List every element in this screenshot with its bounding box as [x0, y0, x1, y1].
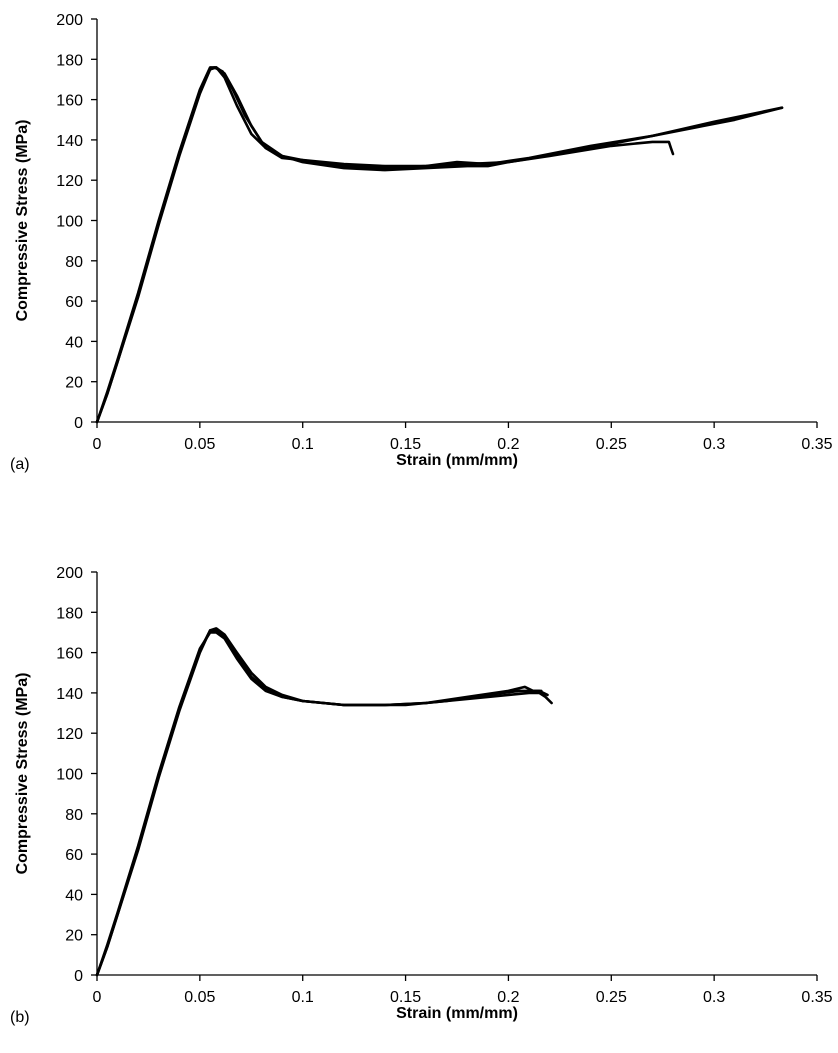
x-tick-label-b: 0 [93, 989, 102, 1006]
x-tick-label-a: 0 [93, 436, 102, 453]
x-tick-label-a: 0.15 [390, 436, 421, 453]
y-tick-label-a: 120 [56, 173, 83, 190]
y-tick-label-b: 40 [65, 887, 83, 904]
y-tick-label-a: 80 [65, 254, 83, 271]
series-line-a-3 [95, 66, 784, 424]
series-line-a-2 [95, 66, 784, 424]
chart-panel-b: 0 20 40 60 80 100 120 140 160 180 200 0 0.05 0.1 0.15 0… [10, 565, 833, 1026]
y-tick-label-b: 160 [56, 646, 83, 663]
x-tick-label-a: 0.1 [292, 436, 314, 453]
y-tick-label-b: 140 [56, 686, 83, 703]
y-tick-label-b: 100 [56, 767, 83, 784]
x-tick-label-a: 0.3 [703, 436, 725, 453]
x-axis-title-b: Strain (mm/mm) [396, 1005, 518, 1022]
y-tick-label-a: 60 [65, 294, 83, 311]
y-tick-label-a: 100 [56, 214, 83, 231]
y-tick-label-b: 0 [74, 968, 83, 985]
y-tick-label-b: 200 [56, 565, 83, 582]
chart-panel-a: 0 20 40 60 80 100 120 140 160 180 200 0 0.05 0.1 0.15 0… [10, 12, 833, 473]
y-tick-label-b: 180 [56, 605, 83, 622]
y-axis-title-b: Compressive Stress (MPa) [14, 673, 31, 875]
x-tick-label-b: 0.1 [292, 989, 314, 1006]
x-tick-label-b: 0.05 [184, 989, 215, 1006]
x-tick-label-a: 0.35 [801, 436, 832, 453]
x-tick-label-b: 0.3 [703, 989, 725, 1006]
y-tick-label-b: 20 [65, 928, 83, 945]
series-line-a-1 [95, 66, 675, 424]
y-tick-label-a: 160 [56, 93, 83, 110]
y-tick-label-a: 20 [65, 375, 83, 392]
panel-label-a: (a) [10, 456, 30, 473]
x-tick-label-b: 0.35 [801, 989, 832, 1006]
x-tick-label-b: 0.25 [596, 989, 627, 1006]
series-line-b-3 [95, 629, 549, 977]
y-tick-label-a: 0 [74, 415, 83, 432]
x-tick-label-b: 0.2 [497, 989, 519, 1006]
x-tick-label-a: 0.2 [497, 436, 519, 453]
series-line-b-2 [95, 631, 543, 977]
x-tick-label-a: 0.25 [596, 436, 627, 453]
x-axis-title-a: Strain (mm/mm) [396, 452, 518, 469]
x-tick-label-a: 0.05 [184, 436, 215, 453]
y-tick-label-b: 60 [65, 847, 83, 864]
x-tick-label-b: 0.15 [390, 989, 421, 1006]
y-tick-label-a: 180 [56, 52, 83, 69]
series-line-b-1 [95, 627, 553, 977]
y-tick-label-a: 140 [56, 133, 83, 150]
panel-label-b: (b) [10, 1009, 30, 1026]
y-tick-label-a: 40 [65, 334, 83, 351]
y-tick-label-b: 120 [56, 726, 83, 743]
y-tick-label-b: 80 [65, 807, 83, 824]
y-tick-label-a: 200 [56, 12, 83, 29]
y-axis-title-a: Compressive Stress (MPa) [14, 120, 31, 322]
